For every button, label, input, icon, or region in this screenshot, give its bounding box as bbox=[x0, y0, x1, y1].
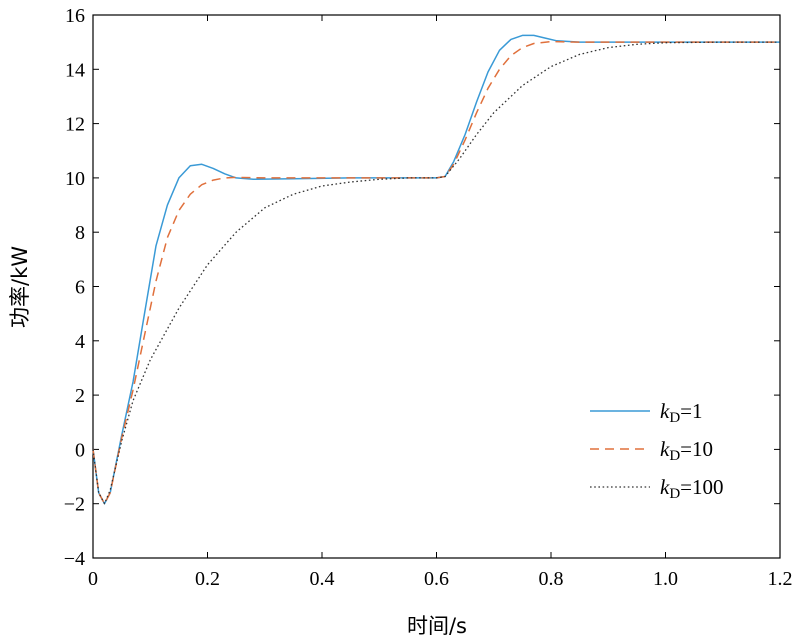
x-tick-label: 0.6 bbox=[424, 568, 449, 590]
x-tick-label: 0.8 bbox=[539, 568, 564, 590]
x-tick-label: 0.2 bbox=[195, 568, 220, 590]
series-line-1 bbox=[92, 40, 780, 505]
y-tick-label: 4 bbox=[75, 331, 85, 353]
y-axis-title: 功率/kW bbox=[8, 246, 32, 328]
series-line-2 bbox=[92, 41, 780, 505]
x-tick-label: 1.0 bbox=[653, 568, 678, 590]
y-tick-label: 12 bbox=[65, 114, 85, 136]
y-tick-label: −2 bbox=[64, 494, 85, 516]
legend-label-0: kD=1 bbox=[660, 399, 703, 426]
y-tick-label: 16 bbox=[65, 5, 85, 27]
x-tick-label: 0.4 bbox=[310, 568, 335, 590]
legend-label-1: kD=10 bbox=[660, 437, 713, 464]
y-tick-label: 2 bbox=[75, 385, 85, 407]
series-line-0 bbox=[92, 34, 780, 505]
y-tick-label: 14 bbox=[65, 59, 85, 81]
y-tick-label: 10 bbox=[65, 168, 85, 190]
series-layer bbox=[92, 34, 780, 505]
y-tick-label: −4 bbox=[64, 548, 85, 570]
x-axis-title: 时间/s bbox=[407, 614, 467, 638]
x-tick-label: 1.2 bbox=[768, 568, 793, 590]
legend: kD=1 kD=10 kD=100 bbox=[590, 399, 724, 502]
plot-frame bbox=[92, 14, 781, 559]
y-tick-label: 6 bbox=[75, 277, 85, 299]
x-axis: 0 0.2 0.4 0.6 0.8 1.0 1.2 bbox=[88, 15, 793, 590]
y-axis: −4 −2 0 2 4 6 8 10 12 14 16 bbox=[64, 5, 780, 570]
y-tick-label: 0 bbox=[75, 439, 85, 461]
legend-label-2: kD=100 bbox=[660, 475, 724, 502]
x-tick-label: 0 bbox=[88, 568, 98, 590]
y-tick-label: 8 bbox=[75, 222, 85, 244]
